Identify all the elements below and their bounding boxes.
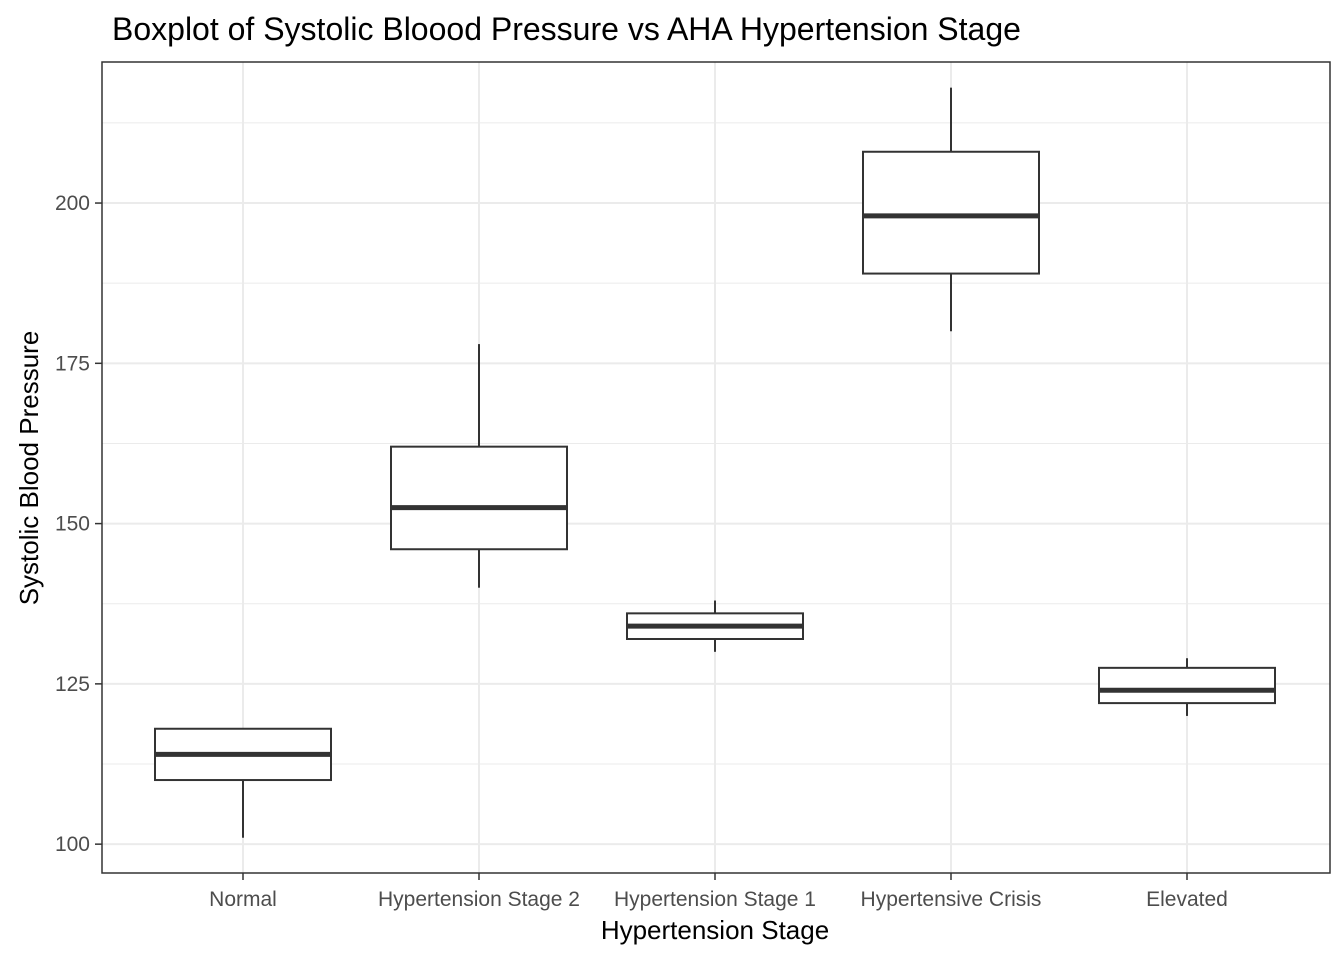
y-tick-label: 175 — [55, 352, 90, 375]
y-tick-label: 125 — [55, 673, 90, 696]
grid — [102, 62, 1330, 873]
box-normal — [154, 727, 332, 838]
box-hypertensive-crisis — [862, 87, 1040, 332]
chart-title: Boxplot of Systolic Bloood Pressure vs A… — [112, 11, 1021, 47]
box-hypertension-stage-2 — [390, 344, 568, 588]
box-iqr — [1098, 666, 1276, 705]
box-iqr — [390, 445, 568, 551]
x-tick-label: Normal — [209, 888, 277, 911]
x-tick-label: Hypertension Stage 1 — [614, 888, 816, 911]
y-tick-label: 100 — [55, 833, 90, 856]
x-tick-label: Elevated — [1146, 888, 1228, 911]
y-axis-title: Systolic Blood Pressure — [14, 331, 44, 606]
box-hypertension-stage-1 — [626, 600, 804, 652]
box-elevated — [1098, 658, 1276, 716]
x-axis: Normal Hypertension Stage 2 Hypertension S… — [209, 873, 1228, 911]
boxes — [154, 87, 1276, 838]
x-axis-title: Hypertension Stage — [601, 915, 829, 945]
box-iqr — [862, 150, 1040, 275]
y-tick-label: 200 — [55, 192, 90, 215]
x-tick-label: Hypertensive Crisis — [861, 888, 1042, 911]
x-tick-label: Hypertension Stage 2 — [378, 888, 580, 911]
y-tick-label: 150 — [55, 513, 90, 536]
y-axis: 100 125 150 175 200 — [55, 192, 102, 856]
panel-border — [101, 61, 1331, 874]
